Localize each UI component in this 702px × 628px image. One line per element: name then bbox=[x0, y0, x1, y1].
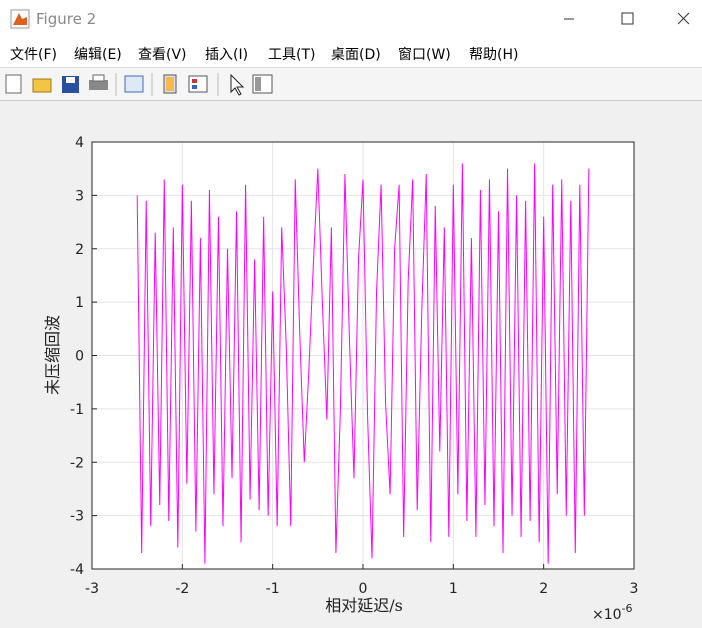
y-tick-label: -2 bbox=[70, 455, 84, 471]
menu-item[interactable]: 插入(I) bbox=[205, 47, 249, 63]
x-exponent: ×10-6 bbox=[592, 602, 633, 623]
axes-box bbox=[91, 141, 635, 570]
app-icon bbox=[10, 9, 30, 29]
x-axis-label: 相对延迟/s bbox=[325, 596, 403, 615]
menu-item[interactable]: 文件(F) bbox=[10, 47, 57, 63]
y-tick-label: -3 bbox=[70, 509, 84, 525]
x-tick-label: 0 bbox=[359, 581, 368, 597]
menu-item[interactable]: 查看(V) bbox=[138, 47, 187, 63]
chart: 相对延迟/s 未压缩回波 ×10-6 -3 -2 -1 0 1 2 3-4-3-2-1012… bbox=[43, 135, 639, 623]
y-tick-label: 1 bbox=[75, 295, 84, 311]
y-tick-label: -4 bbox=[70, 562, 84, 578]
y-tick-label: 0 bbox=[75, 349, 84, 365]
menu-item[interactable]: 编辑(E) bbox=[74, 47, 122, 63]
x-tick-label: 3 bbox=[630, 581, 639, 597]
x-tick-label: 2 bbox=[539, 581, 548, 597]
y-tick-label: -1 bbox=[70, 402, 84, 418]
menu-bar: 文件(F) 编辑(E) 查看(V) 插入(I) 工具(T) 桌面(D) 窗口(W) 帮助(H) bbox=[0, 38, 702, 67]
x-exponent-base: ×10 bbox=[592, 607, 622, 623]
x-tick-label: 1 bbox=[449, 581, 458, 597]
y-tick-label: 2 bbox=[75, 242, 84, 258]
y-tick-label: 3 bbox=[75, 188, 84, 204]
toolbar bbox=[0, 67, 702, 101]
y-tick-label: 4 bbox=[75, 135, 84, 151]
x-tick-label: -3 bbox=[85, 581, 99, 597]
x-exponent-power: -6 bbox=[622, 602, 633, 615]
toolbar-icons[interactable] bbox=[0, 68, 290, 100]
signal-line bbox=[136, 163, 590, 564]
x-tick-label: -2 bbox=[175, 581, 189, 597]
menu-item[interactable]: 帮助(H) bbox=[469, 47, 519, 63]
menu-item[interactable]: 工具(T) bbox=[268, 47, 316, 63]
menu-item[interactable]: 桌面(D) bbox=[331, 47, 381, 63]
window-controls[interactable] bbox=[542, 0, 702, 38]
menu-item[interactable]: 窗口(W) bbox=[398, 47, 451, 63]
title-bar: Figure 2 bbox=[0, 0, 702, 38]
window-title: Figure 2 bbox=[36, 10, 97, 28]
x-tick-label: -1 bbox=[266, 581, 280, 597]
y-axis-label: 未压缩回波 bbox=[43, 315, 62, 395]
